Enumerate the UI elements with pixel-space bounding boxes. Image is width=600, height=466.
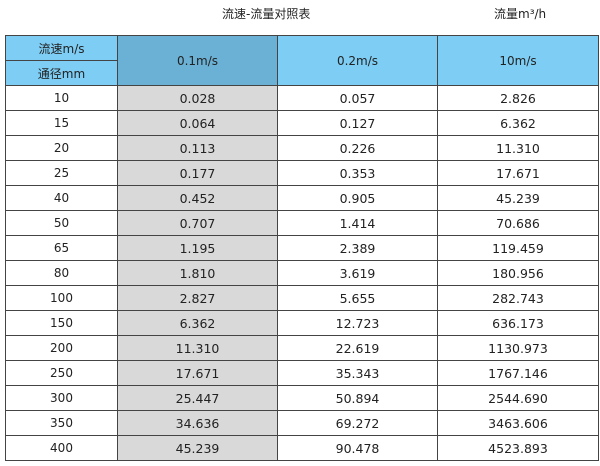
header-row: 流速m/s 0.1m/s 0.2m/s 10m/s — [5, 35, 599, 86]
diameter-cell: 350 — [5, 410, 118, 436]
flow-cell: 35.343 — [277, 360, 438, 386]
flow-cell: 1.414 — [277, 210, 438, 236]
diameter-cell: 80 — [5, 260, 118, 286]
flow-cell: 1.195 — [117, 235, 278, 261]
diameter-cell: 400 — [5, 435, 118, 461]
column-header: 0.2m/s — [277, 35, 438, 86]
flow-cell: 5.655 — [277, 285, 438, 311]
table-row: 20 0.113 0.226 11.310 — [5, 135, 599, 161]
flow-cell: 0.226 — [277, 135, 438, 161]
table-row: 25 0.177 0.353 17.671 — [5, 160, 599, 186]
flow-cell: 45.239 — [437, 185, 599, 211]
flow-cell: 50.894 — [277, 385, 438, 411]
table-row: 100 2.827 5.655 282.743 — [5, 285, 599, 311]
unit-label: 流量m³/h — [494, 7, 547, 21]
table-row: 15 0.064 0.127 6.362 — [5, 110, 599, 136]
flow-cell: 0.057 — [277, 85, 438, 111]
flow-cell: 25.447 — [117, 385, 278, 411]
diameter-cell: 100 — [5, 285, 118, 311]
column-header: 10m/s — [437, 35, 599, 86]
flow-cell: 90.478 — [277, 435, 438, 461]
flow-cell: 1130.973 — [437, 335, 599, 361]
flow-cell: 0.707 — [117, 210, 278, 236]
table-row: 150 6.362 12.723 636.173 — [5, 310, 599, 336]
flow-cell: 0.452 — [117, 185, 278, 211]
flow-cell: 0.127 — [277, 110, 438, 136]
flow-cell: 17.671 — [437, 160, 599, 186]
flow-cell: 0.905 — [277, 185, 438, 211]
flow-cell: 119.459 — [437, 235, 599, 261]
flow-cell: 2.826 — [437, 85, 599, 111]
diameter-header: 通径mm — [5, 60, 118, 86]
table-row: 250 17.671 35.343 1767.146 — [5, 360, 599, 386]
diameter-cell: 300 — [5, 385, 118, 411]
diameter-cell: 200 — [5, 335, 118, 361]
flow-cell: 3463.606 — [437, 410, 599, 436]
table-title: 流速-流量对照表 — [222, 7, 311, 21]
diameter-cell: 150 — [5, 310, 118, 336]
flow-cell: 12.723 — [277, 310, 438, 336]
flow-cell: 6.362 — [437, 110, 599, 136]
table-row: 10 0.028 0.057 2.826 — [5, 85, 599, 111]
flow-cell: 636.173 — [437, 310, 599, 336]
table-row: 200 11.310 22.619 1130.973 — [5, 335, 599, 361]
flow-cell: 2.389 — [277, 235, 438, 261]
table-row: 65 1.195 2.389 119.459 — [5, 235, 599, 261]
flow-cell: 17.671 — [117, 360, 278, 386]
velocity-header: 流速m/s — [5, 35, 118, 61]
flow-cell: 45.239 — [117, 435, 278, 461]
table-row: 350 34.636 69.272 3463.606 — [5, 410, 599, 436]
flow-cell: 0.177 — [117, 160, 278, 186]
table-row: 80 1.810 3.619 180.956 — [5, 260, 599, 286]
flow-cell: 0.113 — [117, 135, 278, 161]
table-row: 300 25.447 50.894 2544.690 — [5, 385, 599, 411]
flow-table: 流速m/s 0.1m/s 0.2m/s 10m/s 通径mm 10 0.028 0.… — [5, 35, 599, 461]
column-header: 0.1m/s — [117, 35, 278, 86]
flow-cell: 6.362 — [117, 310, 278, 336]
diameter-cell: 10 — [5, 85, 118, 111]
diameter-cell: 15 — [5, 110, 118, 136]
flow-cell: 180.956 — [437, 260, 599, 286]
diameter-cell: 250 — [5, 360, 118, 386]
flow-cell: 0.353 — [277, 160, 438, 186]
flow-cell: 70.686 — [437, 210, 599, 236]
flow-cell: 22.619 — [277, 335, 438, 361]
flow-cell: 282.743 — [437, 285, 599, 311]
flow-cell: 34.636 — [117, 410, 278, 436]
table-row: 400 45.239 90.478 4523.893 — [5, 435, 599, 461]
flow-cell: 11.310 — [117, 335, 278, 361]
diameter-cell: 65 — [5, 235, 118, 261]
flow-cell: 2.827 — [117, 285, 278, 311]
diameter-cell: 20 — [5, 135, 118, 161]
diameter-cell: 40 — [5, 185, 118, 211]
header-row: 通径mm — [5, 60, 599, 86]
table-row: 50 0.707 1.414 70.686 — [5, 210, 599, 236]
flow-cell: 4523.893 — [437, 435, 599, 461]
flow-cell: 0.028 — [117, 85, 278, 111]
diameter-cell: 50 — [5, 210, 118, 236]
flow-cell: 3.619 — [277, 260, 438, 286]
flow-cell: 11.310 — [437, 135, 599, 161]
table-row: 40 0.452 0.905 45.239 — [5, 185, 599, 211]
flow-cell: 1.810 — [117, 260, 278, 286]
flow-cell: 69.272 — [277, 410, 438, 436]
flow-cell: 2544.690 — [437, 385, 599, 411]
flow-cell: 1767.146 — [437, 360, 599, 386]
diameter-cell: 25 — [5, 160, 118, 186]
flow-cell: 0.064 — [117, 110, 278, 136]
